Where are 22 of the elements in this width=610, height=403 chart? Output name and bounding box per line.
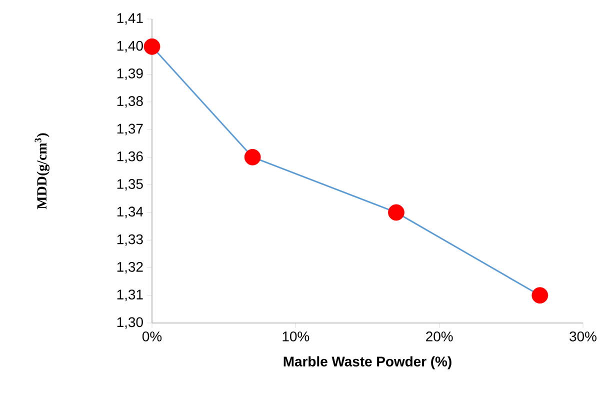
point [388,204,404,221]
y-tick-label: 1,40 [117,40,143,52]
y-tick-label: 1,31 [117,290,143,302]
y-tick-label: 1,39 [117,68,143,80]
y-tick-label: 1,30 [117,317,143,329]
y-axis-title: MDD(g/cm$^{3}$) [34,133,50,210]
y-tick-label: 1,32 [117,262,143,274]
y-tick-label: 1,33 [117,234,143,246]
x-tick-label: 20% [426,332,453,342]
point [244,148,261,166]
point [532,287,548,304]
x-tick-label: 30% [570,332,596,342]
x-tick-label: 0% [142,332,162,342]
y-tick-label: 1,36 [117,151,143,163]
x-tick-label: 10% [282,332,310,342]
y-tick-label: 1,37 [117,124,143,136]
point [144,38,160,55]
x-axis-title: Marble Waste Powder (%) [284,356,452,370]
y-tick-label: 1,34 [117,206,144,218]
y-tick-label: 1,41 [117,13,143,25]
y-tick-label: 1,38 [117,96,143,108]
y-tick-label: 1,35 [117,179,143,191]
